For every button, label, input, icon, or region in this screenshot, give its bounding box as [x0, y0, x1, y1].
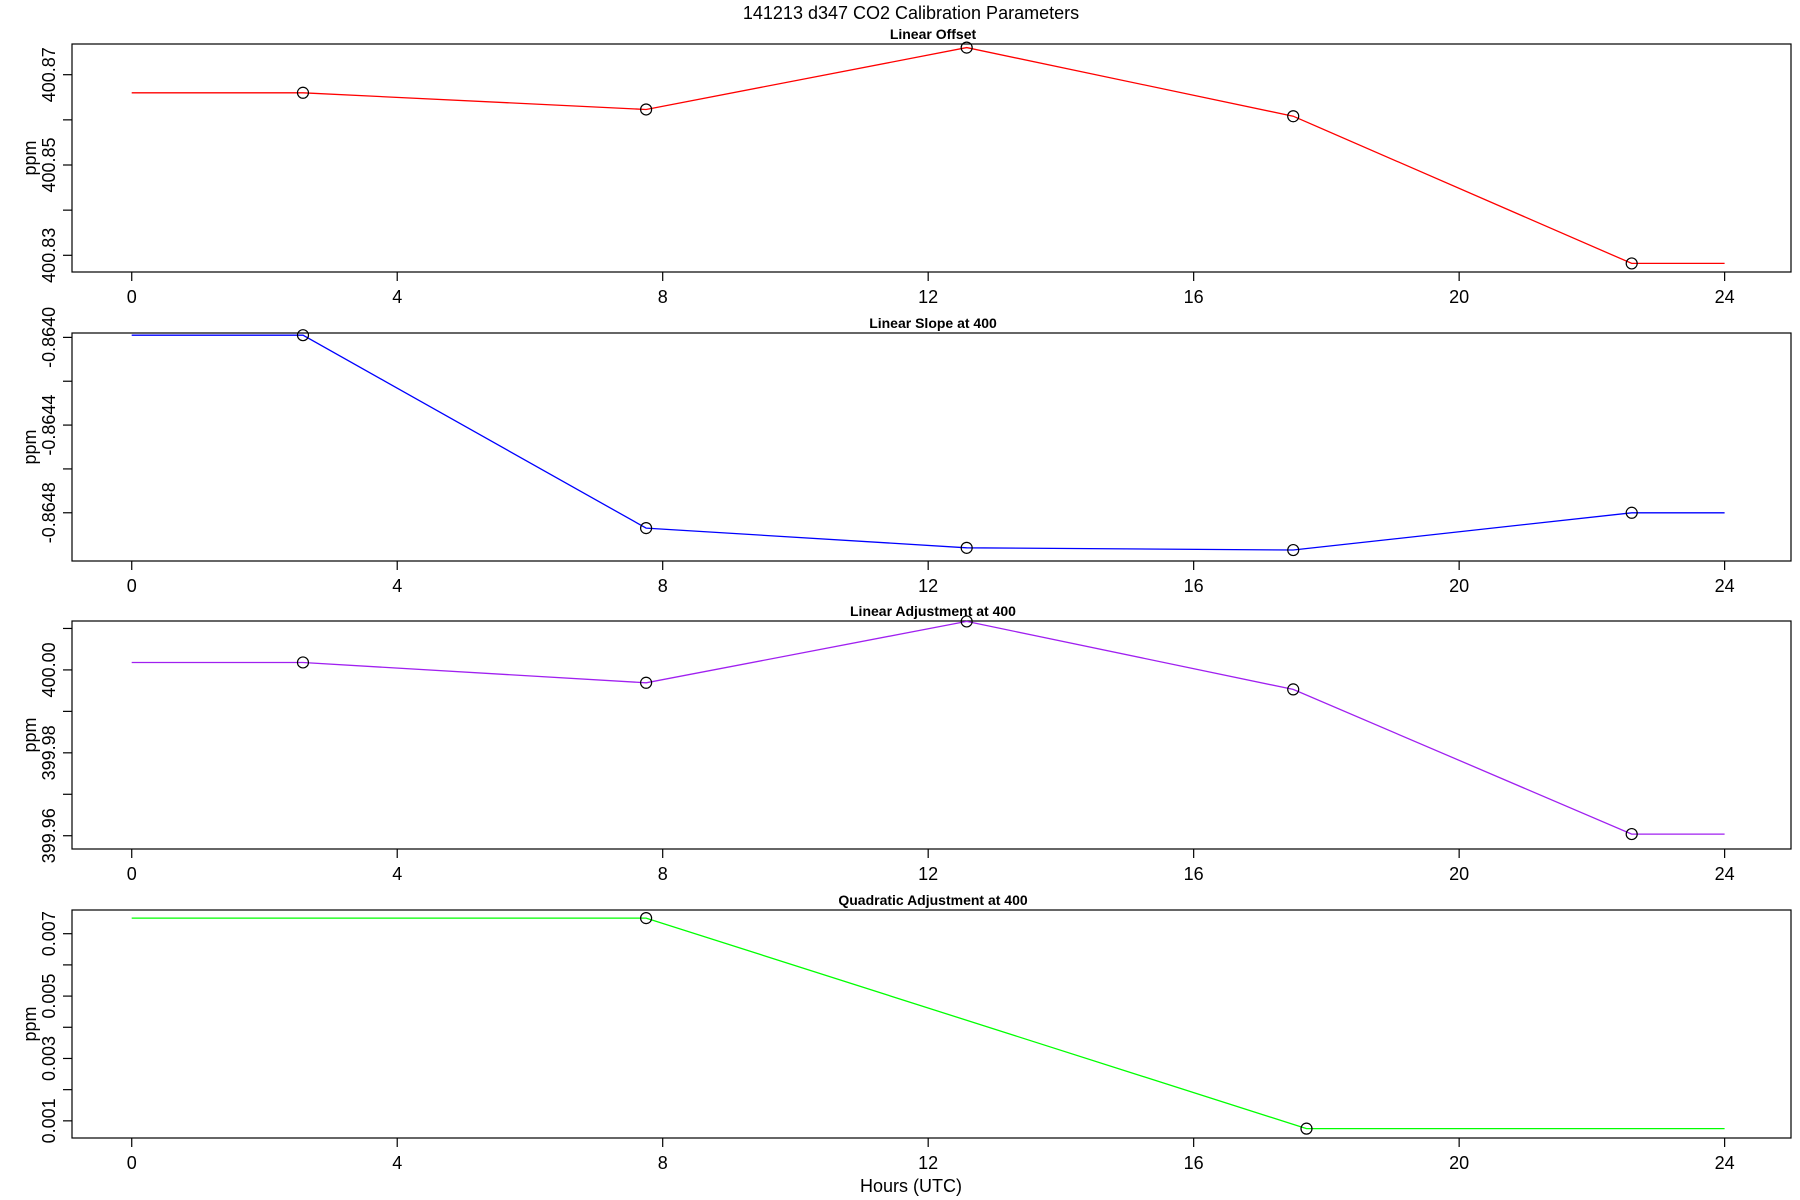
x-tick-label: 4 [392, 287, 402, 307]
y-tick-label: -0.8648 [39, 482, 59, 543]
data-point [296, 656, 310, 669]
x-tick-label: 0 [127, 1153, 137, 1173]
data-point [1287, 683, 1300, 696]
panel-4: Quadratic Adjustment at 400 0 4 8 12 16 20 24 0.… [20, 892, 1792, 1173]
data-point [1300, 1122, 1313, 1135]
x-tick-label: 20 [1449, 287, 1469, 307]
x-tick-label: 8 [658, 287, 668, 307]
y-tick-label: 0.001 [39, 1098, 59, 1143]
y-tick-label: 399.98 [39, 725, 59, 780]
x-tick-label: 8 [658, 1153, 668, 1173]
panel-title: Linear Offset [890, 26, 977, 42]
panel-2: Linear Slope at 400 0 4 8 12 16 20 24 -0.8640 -0.… [20, 307, 1792, 596]
y-axis-label: ppm [20, 717, 40, 752]
y-tick-label: 400.87 [39, 47, 59, 102]
x-tick-label: 16 [1184, 1153, 1204, 1173]
y-tick-label: 400.85 [39, 137, 59, 192]
panel-title: Linear Slope at 400 [869, 315, 997, 331]
x-tick-label: 4 [392, 1153, 402, 1173]
plot-frame [71, 43, 1792, 273]
data-point [296, 329, 310, 342]
x-tick-label: 16 [1184, 576, 1204, 596]
data-point [1625, 506, 1638, 519]
x-tick-label: 12 [918, 576, 938, 596]
y-axis-label: ppm [20, 140, 40, 175]
x-tick-label: 8 [658, 576, 668, 596]
data-point [960, 41, 973, 54]
data-point [960, 615, 973, 628]
y-axis-label: ppm [20, 429, 40, 464]
data-point [960, 541, 973, 554]
x-axis-label: Hours (UTC) [860, 1176, 962, 1196]
x-tick-label: 0 [127, 287, 137, 307]
x-tick-label: 24 [1715, 1153, 1735, 1173]
y-tick-label: 400.00 [39, 642, 59, 697]
series-line [131, 620, 1725, 835]
plot-frame [71, 332, 1792, 562]
x-tick-label: 24 [1715, 287, 1735, 307]
x-tick-label: 24 [1715, 576, 1735, 596]
series-line [131, 334, 1725, 551]
y-tick-label: -0.8644 [39, 395, 59, 456]
data-point [1287, 543, 1300, 557]
x-tick-label: 12 [918, 864, 938, 884]
data-point [1287, 110, 1300, 123]
y-tick-label: 0.007 [39, 911, 59, 956]
panel-1: Linear Offset 0 4 8 12 16 20 24 400.83 400.85 400.… [20, 26, 1792, 307]
data-point [640, 676, 653, 689]
data-point [640, 103, 653, 116]
x-tick-label: 8 [658, 864, 668, 884]
data-point [1625, 257, 1638, 270]
data-point [296, 86, 310, 99]
x-tick-label: 20 [1449, 864, 1469, 884]
y-tick-label: 0.003 [39, 1036, 59, 1081]
x-tick-label: 12 [918, 1153, 938, 1173]
x-tick-label: 20 [1449, 1153, 1469, 1173]
panel-3: Linear Adjustment at 400 0 4 8 12 16 20 24 399.9… [20, 603, 1792, 884]
figure-title: 141213 d347 CO2 Calibration Parameters [743, 3, 1079, 23]
x-tick-label: 4 [392, 576, 402, 596]
panel-title: Linear Adjustment at 400 [850, 603, 1016, 619]
x-tick-label: 12 [918, 287, 938, 307]
plot-frame [71, 909, 1792, 1139]
x-tick-label: 24 [1715, 864, 1735, 884]
y-tick-label: 399.96 [39, 808, 59, 863]
data-point [640, 912, 653, 925]
y-tick-label: 400.83 [39, 228, 59, 283]
x-tick-label: 16 [1184, 287, 1204, 307]
x-tick-label: 4 [392, 864, 402, 884]
x-tick-label: 16 [1184, 864, 1204, 884]
data-point [1625, 827, 1638, 841]
y-axis-label: ppm [20, 1006, 40, 1041]
series-line [131, 917, 1725, 1130]
x-tick-label: 20 [1449, 576, 1469, 596]
panel-title: Quadratic Adjustment at 400 [838, 892, 1028, 908]
x-tick-label: 0 [127, 576, 137, 596]
plot-frame [71, 620, 1792, 850]
series-line [131, 46, 1725, 265]
data-point [640, 522, 653, 535]
x-tick-label: 0 [127, 864, 137, 884]
y-tick-label: 0.005 [39, 974, 59, 1019]
y-tick-label: -0.8640 [39, 307, 59, 368]
